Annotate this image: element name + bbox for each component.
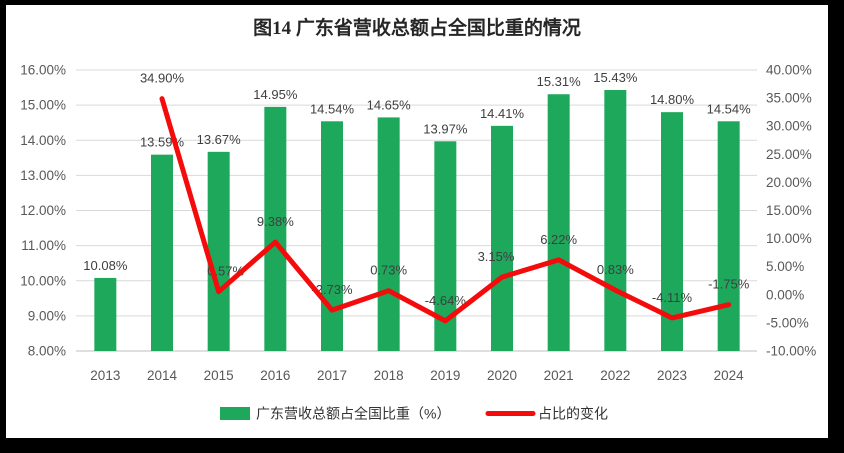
- bar-value-label: 10.08%: [83, 258, 128, 273]
- x-axis-label: 2019: [430, 368, 460, 383]
- left-axis-tick-label: 14.00%: [20, 133, 66, 148]
- right-axis: 40.00% 35.00% 30.00% 25.00% 20.00% 15.00% 10.0…: [766, 63, 816, 359]
- line-value-label: 0.73%: [370, 263, 407, 278]
- bar: [94, 277, 117, 351]
- bar: [434, 141, 457, 351]
- left-axis-tick-label: 9.00%: [28, 308, 66, 323]
- bar: [661, 112, 683, 352]
- line-value-label: -4.64%: [425, 293, 467, 308]
- x-axis-label: 2018: [374, 368, 404, 383]
- bar-value-label: 14.41%: [480, 106, 525, 121]
- bar: [717, 121, 740, 351]
- bar-value-label: 14.80%: [650, 92, 695, 107]
- line-value-label: -4.11%: [652, 290, 693, 305]
- chart-title: 图14 广东省营收总额占全国比重的情况: [253, 16, 581, 39]
- bar: [321, 121, 343, 351]
- bar-value-label: 15.43%: [593, 70, 638, 85]
- legend-bar-swatch: [220, 407, 250, 420]
- left-axis-tick-label: 11.00%: [21, 238, 66, 253]
- left-axis: 16.00% 15.00% 14.00% 13.00% 12.00% 11.00% 10.0…: [20, 63, 66, 359]
- line-value-label: 9.38%: [257, 214, 294, 229]
- bar-value-label: 13.97%: [423, 121, 468, 136]
- trend-line: [159, 96, 732, 324]
- x-axis-label: 2022: [600, 368, 630, 383]
- x-axis-label: 2017: [317, 368, 347, 383]
- bar-value-label: 14.95%: [253, 87, 298, 102]
- line-value-label: 3.15%: [478, 249, 515, 264]
- x-axis-label: 2015: [204, 368, 234, 383]
- left-axis-tick-label: 12.00%: [20, 203, 66, 218]
- bar-series: [94, 90, 740, 352]
- bar-value-label: 13.67%: [197, 132, 242, 147]
- bar: [604, 90, 627, 352]
- right-axis-tick-label: 40.00%: [766, 63, 812, 78]
- right-axis-tick-label: 35.00%: [766, 91, 812, 106]
- right-axis-tick-label: 15.00%: [766, 203, 812, 218]
- left-axis-tick-label: 10.00%: [20, 273, 66, 288]
- x-axis-label: 2024: [714, 368, 745, 383]
- left-axis-tick-label: 13.00%: [20, 168, 66, 183]
- chart-canvas: 图14 广东省营收总额占全国比重的情况 16.00% 15.00% 14.00% 13…: [20, 16, 816, 422]
- x-axis-label: 2016: [260, 368, 290, 383]
- line-value-labels: 34.90%0.57%9.38%-2.73%0.73%-4.64%3.15%6.…: [140, 71, 750, 308]
- line-value-label: 0.83%: [597, 262, 634, 277]
- x-axis-label: 2021: [544, 368, 574, 383]
- bar: [547, 94, 570, 351]
- x-axis-label: 2020: [487, 368, 517, 383]
- legend-bar-label: 广东营收总额占全国比重（%）: [256, 406, 450, 422]
- line-value-label: 34.90%: [140, 71, 185, 86]
- right-axis-tick-label: 30.00%: [766, 119, 812, 134]
- line-value-label: 6.22%: [540, 232, 577, 247]
- right-axis-tick-label: 10.00%: [766, 231, 812, 246]
- right-axis-tick-label: 20.00%: [766, 175, 812, 190]
- bar: [264, 106, 287, 351]
- bar: [207, 151, 230, 351]
- gridlines: [76, 69, 757, 352]
- right-axis-tick-label: -10.00%: [766, 344, 816, 359]
- x-axis-label: 2013: [90, 368, 120, 383]
- left-axis-tick-label: 8.00%: [28, 344, 66, 359]
- trend-line-series: [159, 96, 732, 324]
- bar: [377, 117, 400, 351]
- right-axis-tick-label: -5.00%: [766, 315, 809, 330]
- right-axis-tick-label: 25.00%: [766, 147, 812, 162]
- x-axis-label: 2014: [147, 368, 178, 383]
- line-value-label: -1.75%: [708, 277, 750, 292]
- bar: [491, 125, 513, 351]
- right-axis-tick-label: 5.00%: [766, 259, 804, 274]
- bar-value-label: 15.31%: [537, 74, 582, 89]
- legend-line-label: 占比的变化: [538, 406, 608, 422]
- left-axis-tick-label: 15.00%: [20, 98, 66, 113]
- right-axis-tick-label: 0.00%: [766, 287, 804, 302]
- bar: [151, 154, 173, 351]
- bar-value-label: 14.54%: [310, 101, 355, 116]
- bar-value-label: 14.65%: [367, 97, 412, 112]
- left-axis-tick-label: 16.00%: [20, 63, 66, 78]
- line-value-label: -2.73%: [311, 282, 353, 297]
- legend: 广东营收总额占全国比重（%） 占比的变化: [220, 406, 608, 422]
- bar-value-label: 14.54%: [707, 101, 752, 116]
- x-axis: 2013 2014 2015 2016 2017 2018 2019 2020 2021 2022…: [90, 368, 744, 383]
- x-axis-label: 2023: [657, 368, 687, 383]
